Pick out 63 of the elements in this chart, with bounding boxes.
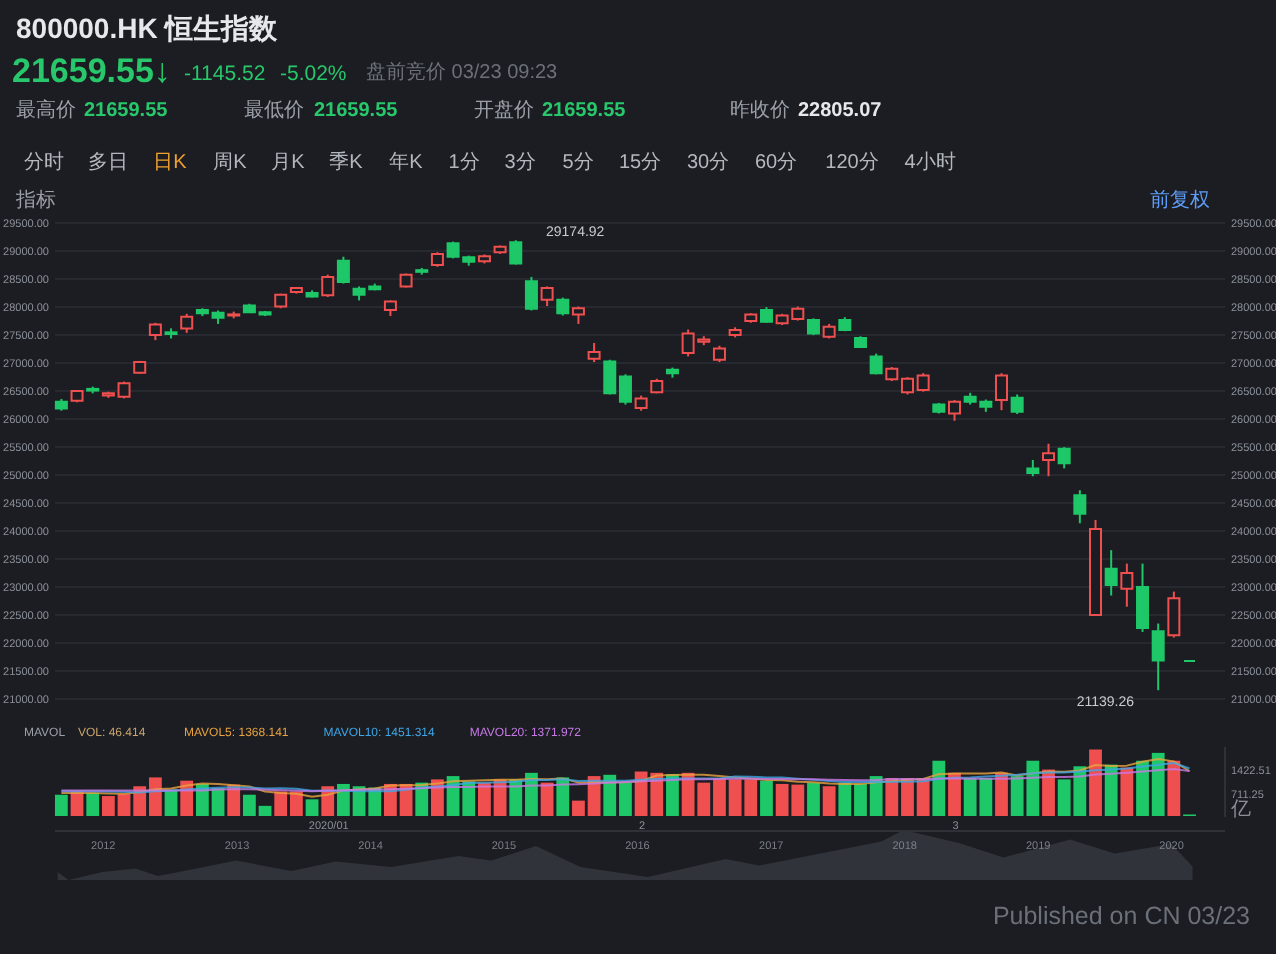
text: 120分 (825, 150, 879, 174)
text: 60分 (754, 150, 798, 174)
text: 21659.55 (84, 100, 169, 122)
candlestick (1073, 489, 1087, 525)
text: 30分 (686, 150, 730, 174)
candlestick (587, 341, 601, 363)
text: 21659.55 (314, 100, 399, 122)
text: 日K (153, 152, 188, 174)
bar (822, 786, 836, 816)
bar (1120, 767, 1134, 816)
chart-title: 800000.HK 恒生指数 (16, 12, 280, 44)
text: 分时 (24, 150, 64, 174)
candlestick (1167, 590, 1181, 639)
candlestick (1120, 562, 1134, 608)
text: 季K (329, 150, 364, 174)
text: 1分 (448, 150, 480, 174)
bar (305, 799, 319, 816)
bar (1167, 760, 1181, 816)
text: 15分 (618, 150, 662, 174)
text: 多日 (88, 150, 128, 174)
bar (1042, 769, 1055, 816)
text: 开盘价 (474, 98, 534, 122)
candlestick (947, 399, 961, 422)
bar (760, 780, 773, 816)
bar (1089, 749, 1102, 816)
candlestick (1042, 442, 1056, 478)
text: -1145.52 (184, 62, 266, 86)
text: 周K (213, 152, 248, 174)
text: Published on CN 03/23 (992, 902, 1251, 930)
candlestick (1057, 446, 1071, 470)
text: 4小时 (904, 150, 956, 174)
candlestick (321, 273, 335, 299)
text: 最高价 (16, 98, 76, 122)
text: 月K (271, 152, 306, 174)
candlestick (1010, 393, 1024, 416)
bar (540, 782, 554, 816)
text: 21659.55↓ (12, 52, 171, 90)
text: -5.02% (280, 62, 347, 86)
text: 前复权 (1150, 188, 1210, 212)
bar (54, 794, 68, 816)
text: 最低价 (244, 98, 304, 122)
text: 指标 (14, 188, 56, 212)
bar (932, 760, 946, 816)
text: 21659.55 (542, 100, 627, 122)
text: 22805.07 (798, 100, 883, 122)
text: 昨收价 (730, 98, 790, 122)
candlestick (336, 255, 350, 285)
text: 3分 (504, 150, 536, 174)
bar (807, 782, 820, 816)
candlestick (524, 275, 538, 312)
candlestick (1151, 622, 1165, 692)
candlestick (995, 372, 1008, 412)
text: 5分 (562, 150, 594, 174)
bar (86, 792, 100, 816)
candlestick (1104, 549, 1118, 597)
text: 年K (389, 150, 424, 174)
candlestick (180, 312, 194, 334)
candlestick (1136, 562, 1150, 633)
candlestick (540, 285, 554, 307)
y-axis-title: 亿 (1229, 799, 1251, 821)
bar (948, 772, 961, 816)
candlestick (509, 239, 523, 266)
text: 盘前竞价 03/23 09:23 (366, 60, 559, 84)
